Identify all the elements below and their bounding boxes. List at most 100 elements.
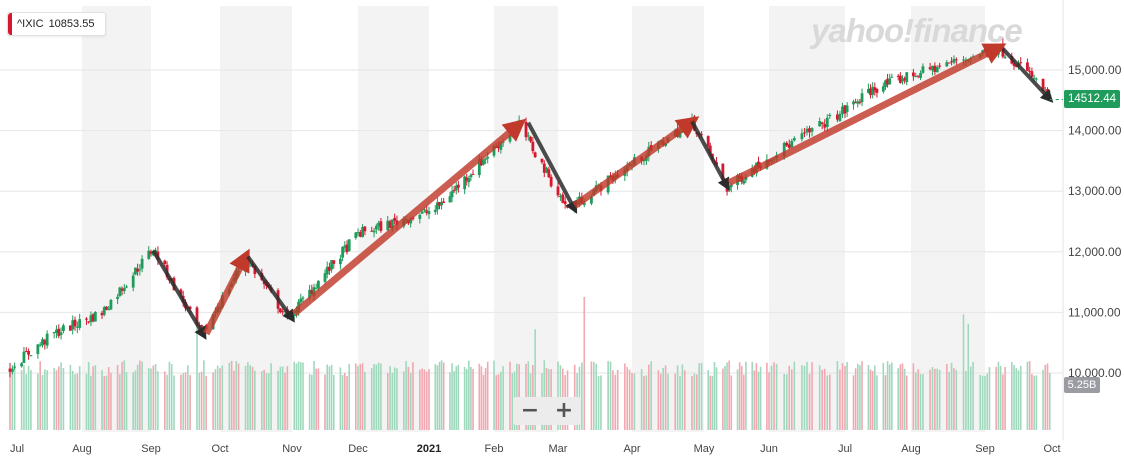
- candle-body: [1026, 62, 1029, 71]
- candle-body: [454, 185, 458, 191]
- x-tick-label: Oct: [1043, 443, 1060, 455]
- volume-bar: [859, 365, 861, 430]
- candle-body: [456, 184, 460, 188]
- volume-bar: [1011, 361, 1013, 430]
- candle-body: [954, 59, 958, 61]
- x-tick-label: Mar: [549, 443, 568, 455]
- volume-bar: [205, 375, 207, 430]
- candle-body: [841, 106, 844, 115]
- volume-bar: [277, 370, 279, 430]
- volume-bar: [876, 375, 878, 430]
- x-tick-label: Jun: [760, 443, 778, 455]
- candle-body: [790, 140, 794, 148]
- y-tick-label: 11,000.00: [1068, 305, 1121, 319]
- volume-bar: [187, 365, 189, 430]
- volume-bar: [57, 366, 60, 430]
- candle-body: [301, 297, 305, 299]
- trend-arrow-down: [151, 249, 207, 340]
- volume-bar: [164, 371, 166, 430]
- volume-bar: [315, 368, 317, 430]
- volume-bar: [359, 364, 362, 430]
- candle-body: [836, 114, 839, 120]
- trend-arrow-down: [1001, 47, 1054, 103]
- volume-bar: [773, 362, 775, 430]
- volume-bar: [914, 372, 917, 430]
- candle-body: [105, 306, 108, 310]
- zoom-out-button[interactable]: −: [520, 398, 540, 423]
- candle-body: [482, 159, 485, 165]
- candle-body: [744, 177, 748, 180]
- candle-body: [71, 320, 75, 330]
- candle-body: [881, 86, 885, 92]
- volume-bar: [470, 367, 472, 430]
- volume-bar: [633, 373, 636, 430]
- volume-bar: [9, 371, 11, 430]
- volume-bar: [442, 362, 445, 430]
- candle-body: [729, 184, 733, 188]
- volume-bar: [839, 369, 841, 430]
- candle-body: [890, 76, 894, 78]
- volume-bar: [189, 375, 191, 430]
- volume-bar: [736, 369, 739, 430]
- x-tick-label: Sep: [141, 443, 161, 455]
- month-band: [911, 6, 985, 432]
- volume-bar: [856, 363, 859, 430]
- candle-body: [950, 61, 953, 63]
- volume-bar: [170, 363, 173, 430]
- candle-body: [323, 273, 327, 282]
- candle-body: [935, 67, 939, 73]
- volume-bar: [451, 363, 453, 430]
- candle-body: [563, 201, 567, 205]
- volume-bar: [757, 371, 760, 430]
- volume-bar: [783, 373, 785, 430]
- candle-body: [390, 219, 394, 229]
- volume-bar: [457, 364, 460, 430]
- candle-body: [818, 121, 822, 127]
- volume-bar: [597, 375, 600, 430]
- candle-body: [418, 214, 422, 219]
- volume-bar: [493, 360, 495, 430]
- volume-bar: [905, 375, 908, 430]
- volume-bar: [348, 363, 350, 430]
- volume-bar: [375, 364, 378, 430]
- x-tick-label: Dec: [348, 443, 368, 455]
- volume-bar: [728, 360, 730, 430]
- volume-bar: [486, 361, 489, 430]
- candle-body: [1032, 77, 1036, 79]
- volume-bar: [946, 363, 948, 430]
- volume-bar: [295, 363, 298, 430]
- volume-bar: [302, 362, 304, 430]
- volume-bar: [903, 368, 906, 430]
- volume-bar: [595, 363, 597, 430]
- candle-body: [179, 289, 183, 295]
- volume-bar: [793, 361, 796, 430]
- volume-bar: [667, 373, 669, 430]
- volume-bar: [897, 368, 900, 430]
- candle-body: [388, 221, 392, 228]
- volume-bar: [766, 362, 768, 430]
- volume-bar: [107, 367, 110, 430]
- candle-body: [477, 159, 481, 176]
- volume-bar: [509, 361, 511, 430]
- candle-body: [102, 307, 106, 315]
- candle-body: [332, 260, 336, 264]
- zoom-in-button[interactable]: +: [554, 398, 574, 423]
- volume-bar: [811, 362, 813, 430]
- volume-bar: [525, 363, 527, 430]
- volume-bar: [157, 371, 159, 430]
- volume-bar: [251, 366, 254, 430]
- volume-bar: [94, 365, 97, 430]
- volume-bar: [788, 365, 791, 430]
- volume-bar: [105, 375, 108, 430]
- volume-bar: [284, 372, 286, 430]
- volume-bar: [465, 369, 468, 430]
- trend-arrow-down: [526, 121, 578, 214]
- candle-body: [721, 163, 725, 180]
- candle-body: [8, 368, 12, 372]
- volume-bar: [27, 365, 30, 430]
- volume-bar: [768, 372, 770, 430]
- volume-bar: [495, 375, 498, 430]
- volume-bar: [676, 365, 679, 430]
- volume-bar: [679, 375, 681, 430]
